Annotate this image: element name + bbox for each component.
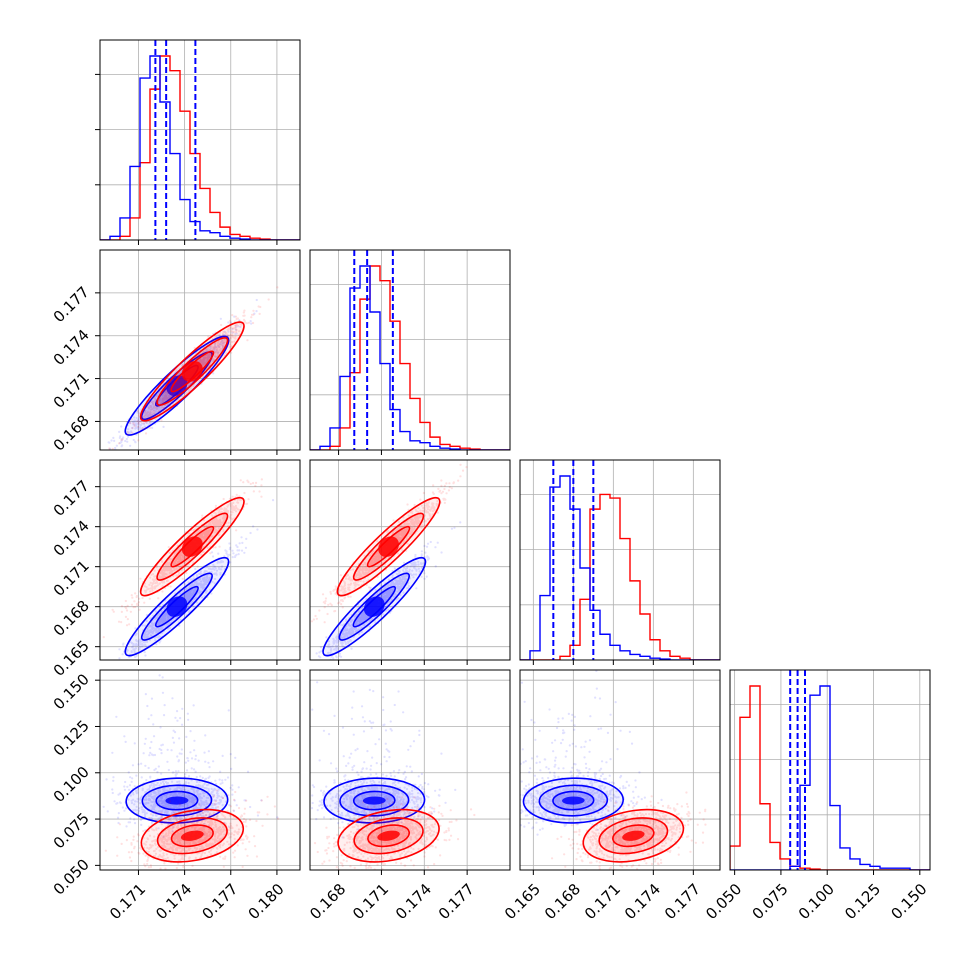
histogram-series_a bbox=[310, 265, 510, 450]
panel-background bbox=[520, 670, 720, 870]
density-core-0 bbox=[166, 596, 188, 617]
panel-frame bbox=[729, 669, 931, 871]
panel-frame bbox=[99, 459, 301, 661]
density-core-1 bbox=[377, 830, 400, 841]
density-core-1 bbox=[378, 536, 399, 557]
panel-background bbox=[100, 250, 300, 450]
y-tick-label: 0.168 bbox=[50, 412, 93, 455]
histogram-panel-1 bbox=[309, 249, 511, 455]
x-tick-label: 0.050 bbox=[702, 880, 745, 923]
panel-frame bbox=[309, 459, 511, 661]
density-core-0 bbox=[562, 796, 585, 805]
y-tick-label: 0.150 bbox=[50, 670, 93, 713]
y-tick-label: 0.177 bbox=[50, 477, 93, 520]
density-core-0 bbox=[165, 796, 189, 805]
y-tick-label: 0.174 bbox=[50, 517, 93, 560]
panel-frame bbox=[519, 669, 721, 871]
y-tick-label: 0.177 bbox=[50, 283, 93, 326]
x-tick-label: 0.177 bbox=[435, 880, 478, 923]
density-core-1 bbox=[180, 830, 204, 841]
scatter-panel-1-0 bbox=[95, 249, 301, 455]
histogram-panel-2 bbox=[519, 459, 721, 665]
scatter-panel-3-0 bbox=[95, 669, 301, 875]
x-tick-label: 0.168 bbox=[541, 880, 584, 923]
x-tick-label: 0.174 bbox=[152, 880, 195, 923]
histogram-series_b bbox=[520, 493, 720, 660]
panel-content bbox=[520, 460, 720, 660]
histogram-series_a bbox=[730, 685, 930, 870]
panel-frame bbox=[309, 249, 511, 451]
x-tick-label: 0.180 bbox=[245, 880, 288, 923]
x-tick-label: 0.174 bbox=[621, 880, 664, 923]
panel-content bbox=[520, 670, 707, 870]
x-tick-label: 0.171 bbox=[581, 880, 624, 923]
histogram-series_b bbox=[100, 55, 300, 240]
y-tick-label: 0.050 bbox=[50, 855, 93, 898]
y-tick-label: 0.168 bbox=[50, 597, 93, 640]
panel-content bbox=[730, 670, 930, 870]
x-tick-label: 0.075 bbox=[749, 880, 792, 923]
histogram-series_b bbox=[310, 265, 510, 450]
density-core-0 bbox=[363, 596, 385, 617]
panel-background bbox=[100, 40, 300, 240]
histogram-series_a bbox=[100, 55, 300, 240]
scatter-panel-3-2 bbox=[519, 669, 721, 875]
panel-frame bbox=[309, 669, 511, 871]
x-tick-label: 0.177 bbox=[661, 880, 704, 923]
panel-content bbox=[310, 250, 510, 450]
panel-content bbox=[107, 286, 279, 450]
histogram-series_b bbox=[730, 685, 930, 870]
histogram-panel-3 bbox=[729, 669, 931, 875]
density-core-0 bbox=[362, 796, 386, 805]
density-core-1 bbox=[181, 361, 203, 382]
x-tick-label: 0.171 bbox=[106, 880, 149, 923]
x-tick-label: 0.171 bbox=[349, 880, 392, 923]
histogram-panel-0 bbox=[95, 39, 301, 245]
x-tick-label: 0.100 bbox=[795, 880, 838, 923]
scatter-panel-2-1 bbox=[309, 459, 511, 665]
y-tick-label: 0.075 bbox=[50, 809, 93, 852]
panel-background bbox=[100, 460, 300, 660]
y-tick-label: 0.100 bbox=[50, 763, 93, 806]
y-tick-label: 0.171 bbox=[50, 557, 93, 600]
density-core-1 bbox=[622, 830, 645, 841]
y-tick-label: 0.171 bbox=[50, 369, 93, 412]
panel-content bbox=[102, 674, 280, 870]
panel-frame bbox=[99, 669, 301, 871]
panel-content bbox=[100, 40, 300, 240]
x-tick-label: 0.168 bbox=[306, 880, 349, 923]
panel-content bbox=[102, 478, 275, 660]
panel-background bbox=[310, 250, 510, 450]
panel-content bbox=[310, 463, 468, 660]
x-tick-label: 0.150 bbox=[887, 880, 930, 923]
density-core-1 bbox=[181, 536, 203, 557]
scatter-panel-2-0 bbox=[95, 459, 301, 665]
scatter-points-1 bbox=[108, 286, 279, 450]
x-tick-label: 0.174 bbox=[392, 880, 435, 923]
x-tick-label: 0.177 bbox=[198, 880, 241, 923]
y-tick-label: 0.165 bbox=[50, 637, 93, 680]
panel-frame bbox=[519, 459, 721, 661]
x-tick-label: 0.125 bbox=[841, 880, 884, 923]
y-tick-label: 0.174 bbox=[50, 326, 93, 369]
x-tick-label: 0.165 bbox=[501, 880, 544, 923]
y-tick-label: 0.125 bbox=[50, 717, 93, 760]
histogram-series_a bbox=[520, 475, 720, 660]
scatter-panel-3-1 bbox=[309, 669, 511, 875]
panel-frame bbox=[99, 39, 301, 241]
panel-content bbox=[310, 681, 476, 870]
panel-frame bbox=[99, 249, 301, 451]
panel-background bbox=[310, 670, 510, 870]
